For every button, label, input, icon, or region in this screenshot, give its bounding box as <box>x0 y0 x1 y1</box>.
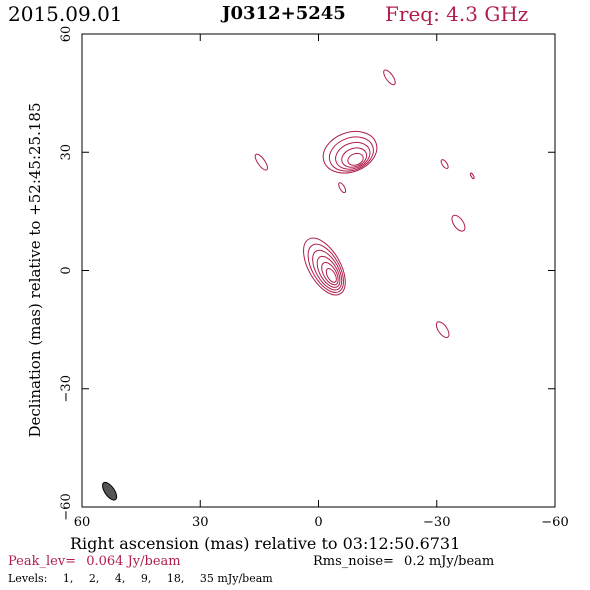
rms-noise: Rms_noise= 0.2 mJy/beam <box>313 554 494 569</box>
contour-level <box>382 68 398 86</box>
contour-level <box>337 182 347 194</box>
contour-level <box>253 152 270 172</box>
level-value: 4, <box>115 572 126 585</box>
contour-levels: Levels: 1, 2, 4, 9, 18, 35 mJy/beam <box>8 572 273 585</box>
y-tick-label: 30 <box>59 144 74 161</box>
beam-ellipse <box>100 480 120 502</box>
component-blob-e2 <box>470 173 475 180</box>
level-value: 2, <box>89 572 100 585</box>
component-blob-small <box>337 182 347 194</box>
contour-level <box>301 238 351 298</box>
axis-tick-labels: 60 30 0 −30 −60 −60 −30 0 30 60 <box>59 26 569 530</box>
x-tick-label: 60 <box>74 515 91 530</box>
component-blob-e3 <box>449 213 467 233</box>
contour-level <box>434 320 452 340</box>
peak-value: 0.064 Jy/beam <box>86 554 180 569</box>
x-tick-label: 0 <box>314 515 322 530</box>
component-blob-ne <box>382 68 398 86</box>
beam <box>100 480 120 502</box>
rms-value: 0.2 mJy/beam <box>404 554 494 569</box>
level-value: 35 mJy/beam <box>200 572 273 585</box>
y-tick-label: 60 <box>59 26 74 43</box>
x-tick-label: −30 <box>423 515 450 530</box>
contour-level <box>440 159 450 170</box>
level-value: 9, <box>141 572 152 585</box>
y-tick-label: −30 <box>59 375 74 402</box>
component-northern-knot <box>317 124 382 180</box>
component-core <box>295 231 354 301</box>
x-tick-label: 30 <box>192 515 209 530</box>
contour-level <box>318 260 341 288</box>
component-blob-w <box>253 152 270 172</box>
peak-level: Peak_lev= 0.064 Jy/beam <box>8 554 181 569</box>
levels-label: Levels: <box>8 572 47 585</box>
contour-level <box>449 213 467 233</box>
contour-level <box>470 173 475 180</box>
x-axis-label: Right ascension (mas) relative to 03:12:… <box>70 534 460 553</box>
y-axis-label: Declination (mas) relative to +52:45:25.… <box>26 102 44 437</box>
component-blob-s <box>434 320 452 340</box>
level-value: 1, <box>63 572 74 585</box>
contour-set <box>253 68 475 339</box>
x-tick-label: −60 <box>541 515 568 530</box>
y-tick-label: −60 <box>59 493 74 520</box>
y-tick-label: 0 <box>59 266 74 274</box>
contour-level <box>295 231 354 301</box>
peak-label: Peak_lev= <box>8 554 76 569</box>
level-value: 18, <box>167 572 185 585</box>
contour-level <box>324 267 338 284</box>
rms-label: Rms_noise= <box>313 554 394 569</box>
component-blob-e1 <box>440 159 450 170</box>
